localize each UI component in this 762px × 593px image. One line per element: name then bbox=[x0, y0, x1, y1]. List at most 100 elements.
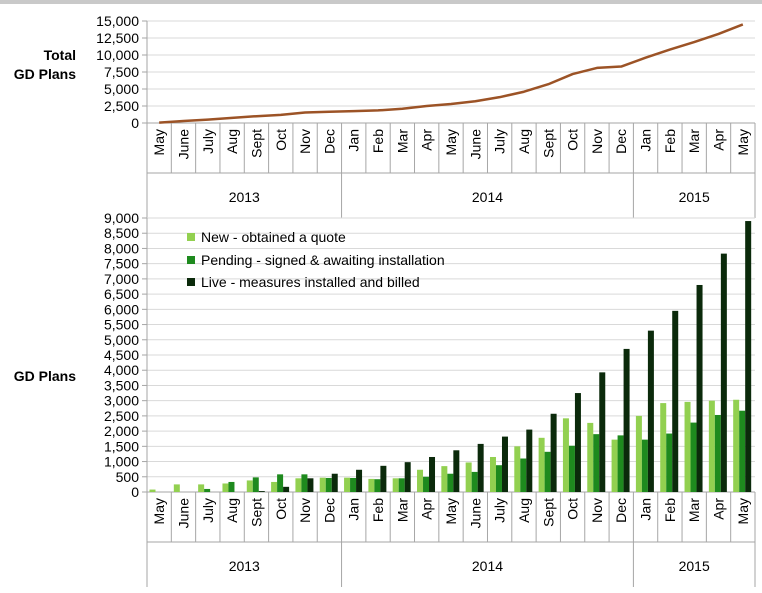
bar-live bbox=[599, 372, 606, 492]
bar-pending bbox=[471, 471, 478, 492]
bar-new bbox=[149, 489, 156, 492]
bar-pending bbox=[568, 445, 575, 492]
bar-pending bbox=[666, 433, 673, 492]
window-top-strip bbox=[0, 0, 762, 4]
bar-new bbox=[635, 415, 642, 492]
bar-new bbox=[344, 477, 351, 492]
top-y-tick-label: 2,500 bbox=[104, 98, 139, 114]
bar-live bbox=[404, 462, 411, 492]
top-month-label: Dec bbox=[613, 129, 629, 154]
bottom-y-axis-title: GD Plans bbox=[13, 368, 76, 384]
bar-pending bbox=[252, 477, 259, 492]
bottom-month-label: June bbox=[175, 498, 191, 529]
bar-pending bbox=[301, 474, 308, 492]
bar-new bbox=[708, 400, 715, 492]
bottom-month-label: Mar bbox=[686, 498, 702, 522]
bar-live bbox=[672, 310, 679, 492]
bottom-year-label: 2014 bbox=[472, 558, 503, 574]
bar-new bbox=[319, 477, 326, 492]
top-y-tick-label: 7,500 bbox=[104, 64, 139, 80]
top-month-label: May bbox=[151, 129, 167, 155]
top-month-label: Sept bbox=[248, 129, 264, 158]
bar-pending bbox=[398, 478, 405, 492]
bottom-y-tick-label: 3,000 bbox=[104, 393, 139, 409]
bar-live bbox=[501, 436, 508, 492]
top-month-label: July bbox=[492, 129, 508, 154]
top-month-label: July bbox=[200, 129, 216, 154]
bar-new bbox=[392, 478, 399, 492]
bar-pending bbox=[714, 414, 721, 492]
top-month-label: Oct bbox=[273, 129, 289, 151]
bar-new bbox=[271, 481, 278, 492]
bottom-month-label: Sept bbox=[248, 498, 264, 527]
bar-new bbox=[587, 422, 594, 492]
legend-label-new: New - obtained a quote bbox=[201, 229, 346, 246]
bar-live bbox=[380, 465, 387, 492]
top-year-label: 2013 bbox=[229, 189, 260, 205]
bar-live bbox=[258, 491, 265, 492]
bar-new bbox=[368, 478, 375, 492]
top-month-label: Apr bbox=[711, 129, 727, 151]
bar-pending bbox=[495, 465, 502, 492]
bottom-month-label: Jan bbox=[346, 498, 362, 521]
bottom-month-label: May bbox=[735, 498, 751, 524]
top-month-label: Nov bbox=[589, 129, 605, 154]
legend-label-pending: Pending - signed & awaiting installation bbox=[201, 251, 445, 268]
bar-new bbox=[465, 462, 472, 492]
bar-new bbox=[489, 456, 496, 492]
top-y-axis-title-line1: Total bbox=[43, 47, 76, 63]
legend-item-live: Live - measures installed and billed bbox=[187, 271, 445, 294]
bottom-month-label: Feb bbox=[662, 498, 678, 522]
bottom-month-label: July bbox=[492, 498, 508, 523]
bar-live bbox=[453, 450, 460, 492]
bottom-y-tick-label: 4,000 bbox=[104, 362, 139, 378]
bottom-month-label: Apr bbox=[419, 498, 435, 520]
top-month-label: Aug bbox=[224, 129, 240, 154]
bar-live bbox=[356, 469, 363, 492]
bar-live bbox=[429, 456, 436, 492]
top-month-label: Mar bbox=[686, 129, 702, 153]
bar-new bbox=[198, 484, 205, 492]
bottom-month-label: Jan bbox=[638, 498, 654, 521]
bottom-y-tick-label: 1,000 bbox=[104, 454, 139, 470]
bottom-year-label: 2013 bbox=[229, 558, 260, 574]
bar-new bbox=[660, 403, 667, 492]
bar-pending bbox=[520, 458, 527, 492]
bar-new bbox=[246, 480, 253, 492]
top-month-label: Feb bbox=[662, 129, 678, 153]
bottom-month-label: May bbox=[151, 498, 167, 524]
bottom-y-tick-label: 8,000 bbox=[104, 240, 139, 256]
bottom-y-tick-label: 9,000 bbox=[104, 210, 139, 226]
top-y-tick-label: 12,500 bbox=[96, 30, 139, 46]
bar-pending bbox=[641, 439, 648, 492]
bottom-month-label: May bbox=[443, 498, 459, 524]
bar-live bbox=[477, 443, 484, 492]
bottom-month-label: Oct bbox=[273, 498, 289, 520]
bar-new bbox=[417, 469, 424, 492]
bottom-year-label: 2015 bbox=[679, 558, 710, 574]
legend-swatch-new bbox=[187, 233, 195, 242]
bottom-y-tick-label: 0 bbox=[131, 484, 139, 500]
bar-new bbox=[684, 401, 691, 492]
bar-live bbox=[307, 478, 314, 492]
bar-pending bbox=[204, 488, 211, 492]
bottom-y-tick-label: 4,500 bbox=[104, 347, 139, 363]
top-y-axis-title: Total GD Plans bbox=[0, 46, 76, 84]
bar-new bbox=[441, 466, 448, 492]
top-month-label: Sept bbox=[540, 129, 556, 158]
top-y-tick-label: 0 bbox=[131, 115, 139, 131]
top-month-label: Apr bbox=[419, 129, 435, 151]
top-month-label: Mar bbox=[394, 129, 410, 153]
bottom-y-tick-label: 6,000 bbox=[104, 301, 139, 317]
bar-new bbox=[733, 399, 740, 492]
bottom-month-label: Nov bbox=[589, 498, 605, 523]
top-y-tick-label: 10,000 bbox=[96, 47, 139, 63]
top-month-label: Aug bbox=[516, 129, 532, 154]
top-month-label: Jan bbox=[346, 129, 362, 152]
legend: New - obtained a quote Pending - signed … bbox=[187, 226, 445, 294]
bar-pending bbox=[617, 435, 624, 492]
bar-new bbox=[222, 483, 229, 492]
bottom-y-tick-label: 8,500 bbox=[104, 225, 139, 241]
total-gd-plans-line bbox=[159, 23, 744, 124]
